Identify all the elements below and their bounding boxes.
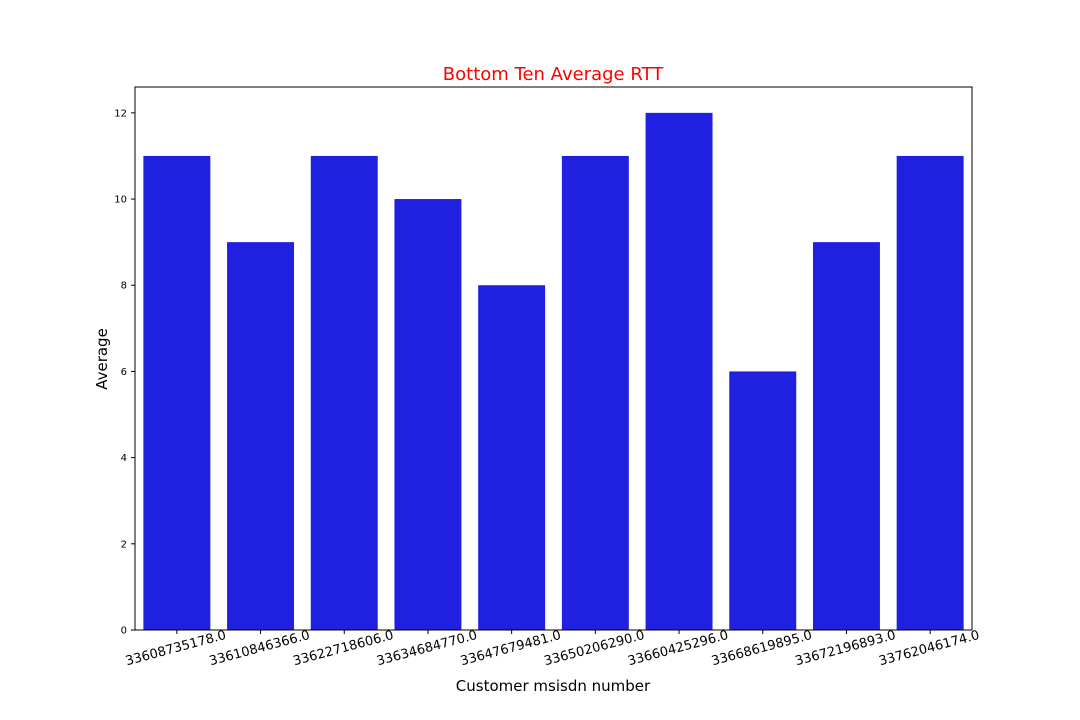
y-axis-ticks: 0 2 4 6 8 10 12 <box>114 108 135 637</box>
bar-4 <box>478 285 546 630</box>
bar-7 <box>729 371 797 630</box>
bar-5 <box>561 155 629 630</box>
bar-0 <box>143 155 211 630</box>
y-axis-label: Average <box>93 328 111 390</box>
bars-group <box>143 112 964 631</box>
bar-2 <box>310 155 378 630</box>
y-tick-label: 8 <box>121 281 127 292</box>
y-tick-label: 2 <box>121 539 127 550</box>
bar-8 <box>812 242 880 630</box>
bar-1 <box>227 242 295 630</box>
y-tick-label: 4 <box>121 453 127 464</box>
y-tick-label: 6 <box>121 367 127 378</box>
bar-3 <box>394 199 462 631</box>
x-axis-label: Customer msisdn number <box>456 677 651 695</box>
y-tick-label: 10 <box>114 195 127 206</box>
bar-6 <box>645 112 713 631</box>
x-axis-ticks: 33608735178.033610846366.033622718606.03… <box>124 628 981 669</box>
bar-9 <box>896 155 964 630</box>
y-tick-label: 12 <box>114 108 127 119</box>
axes-frame <box>134 86 973 631</box>
chart-title: Bottom Ten Average RTT <box>443 64 664 85</box>
y-tick-label: 0 <box>121 626 127 637</box>
